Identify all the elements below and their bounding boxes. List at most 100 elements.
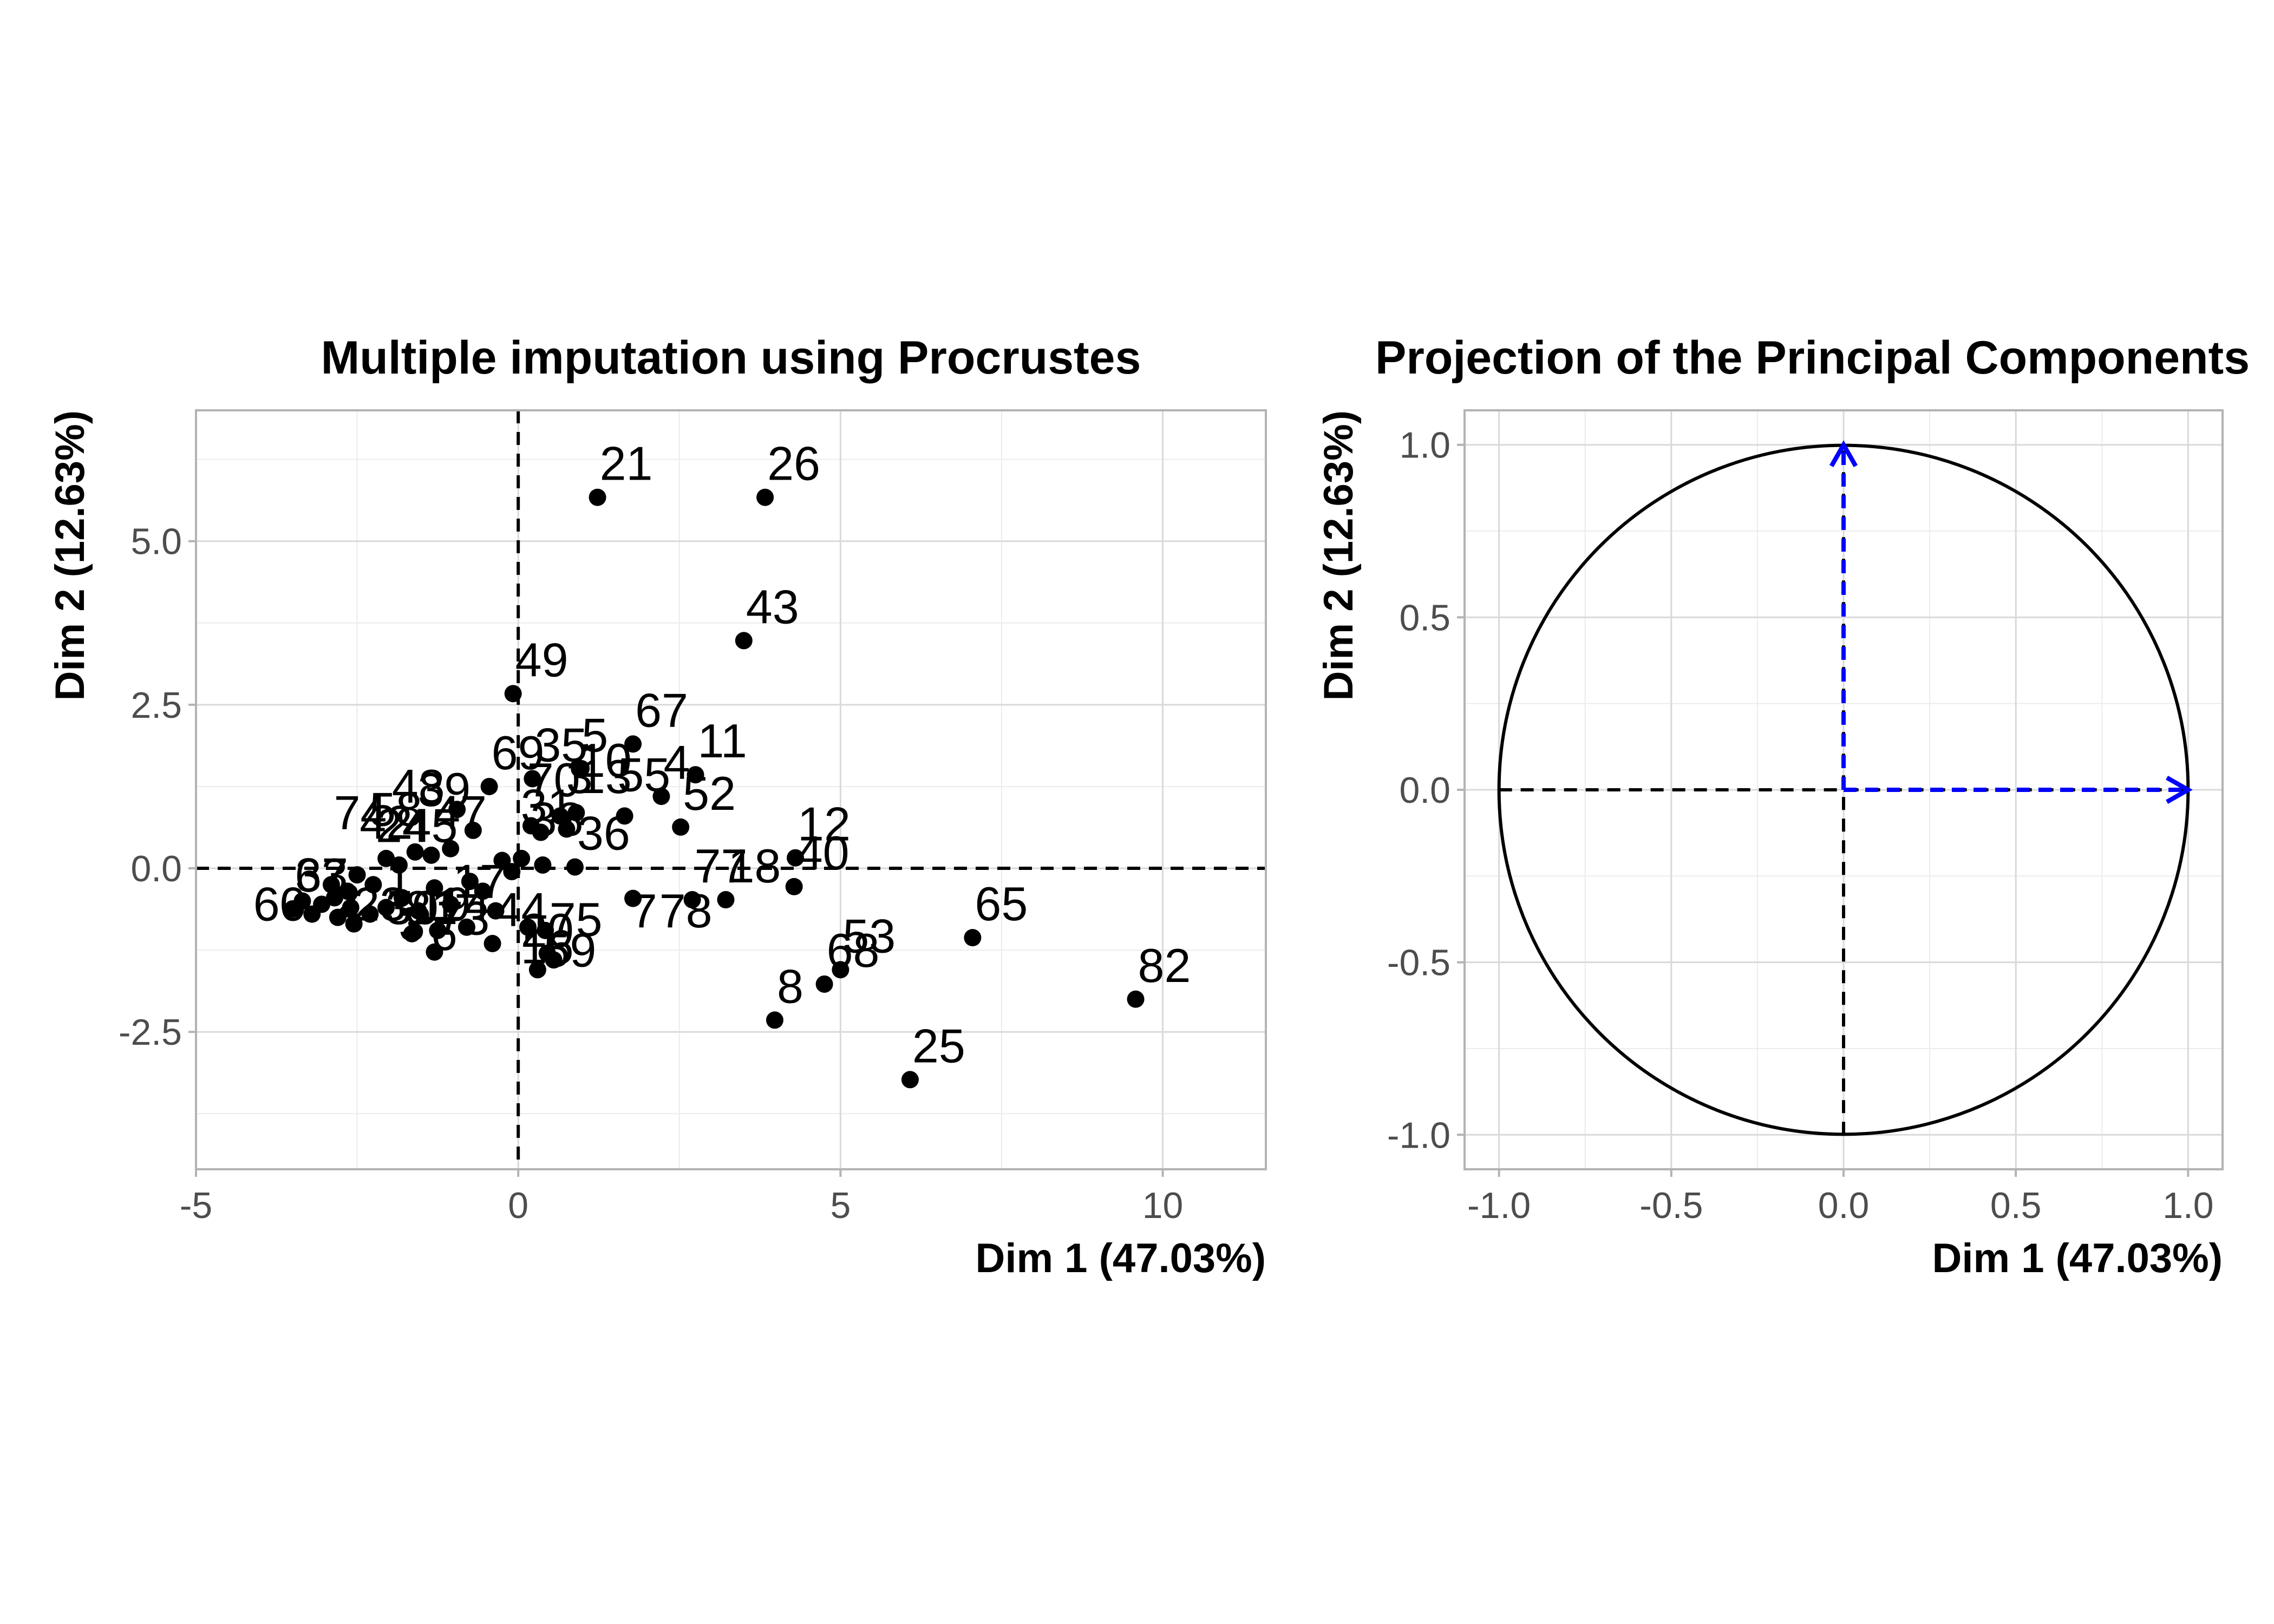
point-label: 16 [521, 920, 574, 973]
data-point [364, 876, 382, 894]
left-x-axis-title: Dim 1 (47.03%) [976, 1235, 1266, 1281]
point-label: 44 [495, 883, 548, 937]
data-point [785, 878, 803, 895]
point-label: 26 [767, 437, 820, 490]
data-point [901, 1071, 919, 1089]
point-label: 81 [405, 881, 458, 934]
data-point [524, 770, 541, 788]
data-point [338, 882, 356, 900]
point-label: 8 [777, 959, 803, 1013]
point-label: 24 [376, 799, 429, 853]
data-point [964, 929, 982, 947]
data-point [545, 951, 563, 969]
data-point [442, 895, 460, 913]
data-point [566, 858, 584, 876]
y-tick-label: 0.0 [130, 848, 182, 889]
y-tick-label: 2.5 [130, 685, 182, 726]
point-label: 77 [695, 839, 748, 893]
point-label: 65 [975, 877, 1028, 931]
data-point [558, 820, 576, 838]
point-label: 52 [683, 767, 736, 820]
point-label: 20 [521, 903, 574, 957]
point-label: 23 [353, 878, 406, 931]
point-label: 17 [453, 854, 506, 908]
x-tick-label: -5 [180, 1185, 212, 1226]
data-point [464, 821, 482, 839]
point-label: 18 [728, 839, 781, 893]
point-label: 59 [543, 923, 596, 977]
point-label: 3 [566, 750, 593, 803]
data-point [329, 908, 347, 926]
point-label: 42 [360, 796, 413, 849]
data-point [448, 801, 466, 818]
data-point [390, 856, 408, 874]
data-point [461, 873, 479, 890]
data-point [672, 818, 690, 836]
y-tick-label: -0.5 [1387, 942, 1450, 984]
data-point [522, 817, 540, 835]
point-label: 47 [434, 786, 487, 840]
x-tick-label: 10 [1142, 1185, 1184, 1226]
data-point [513, 849, 531, 867]
point-label: 58 [369, 782, 422, 836]
data-point [624, 889, 642, 907]
point-label: 82 [1138, 939, 1191, 992]
data-point [528, 961, 546, 979]
data-point [832, 961, 850, 979]
data-point [303, 905, 321, 923]
point-label: 7 [631, 884, 657, 938]
right-chart-title: Projection of the Principal Components [1375, 332, 2250, 384]
point-label: 49 [515, 633, 568, 686]
data-point [815, 975, 833, 993]
data-point [426, 943, 443, 961]
point-label: 25 [912, 1019, 965, 1072]
data-point [534, 856, 552, 874]
point-label: 63 [295, 848, 348, 902]
data-point [766, 1011, 783, 1029]
point-label: 1 [385, 851, 412, 905]
data-point [377, 849, 395, 867]
left-axis-ticks: -5 0 5 10 -2.5 0.0 2.5 5.0 [119, 521, 1184, 1226]
data-point [487, 902, 505, 920]
data-point [342, 899, 360, 916]
data-point [687, 766, 704, 784]
left-zero-lines [196, 410, 1266, 1169]
point-label: 38 [531, 793, 584, 846]
data-point [589, 488, 606, 506]
right-x-axis-title: Dim 1 (47.03%) [1932, 1235, 2223, 1281]
point-label: 6 [431, 907, 458, 960]
data-point [422, 846, 440, 864]
data-point [616, 807, 633, 825]
data-point [537, 921, 554, 939]
data-point [571, 760, 589, 778]
data-point [322, 876, 340, 894]
y-tick-label: 0.5 [1399, 597, 1450, 638]
data-point [393, 889, 411, 907]
point-label: 39 [417, 763, 471, 816]
data-point [406, 843, 424, 861]
correlation-circle-panel: -1.0 -0.5 0.0 0.5 1.0 -1.0 -0.5 0.0 0.5 1.0 Proje… [1316, 332, 2250, 1281]
y-tick-label: -2.5 [119, 1012, 182, 1053]
y-tick-label: -1.0 [1387, 1115, 1450, 1156]
y-tick-label: 5.0 [130, 521, 182, 562]
x-tick-label: 0 [508, 1185, 528, 1226]
point-label: 2 [334, 874, 361, 928]
data-point [756, 488, 774, 506]
data-point [519, 918, 537, 936]
data-point [567, 804, 585, 822]
right-axis-ticks: -1.0 -0.5 0.0 0.5 1.0 -1.0 -0.5 0.0 0.5 1.0 [1387, 425, 2214, 1226]
data-point [442, 840, 460, 857]
right-y-axis-title: Dim 2 (12.63%) [1316, 410, 1362, 700]
data-point [652, 788, 670, 806]
point-label: 35 [534, 718, 587, 771]
y-tick-label: 1.0 [1399, 425, 1450, 466]
data-point [429, 921, 447, 939]
data-point [426, 879, 443, 897]
data-point [624, 735, 642, 753]
left-y-axis-title: Dim 2 (12.63%) [47, 410, 93, 700]
variable-arrows [1829, 440, 2193, 804]
data-point [504, 685, 522, 703]
x-tick-label: 5 [830, 1185, 851, 1226]
right-grid [1465, 410, 2223, 1169]
